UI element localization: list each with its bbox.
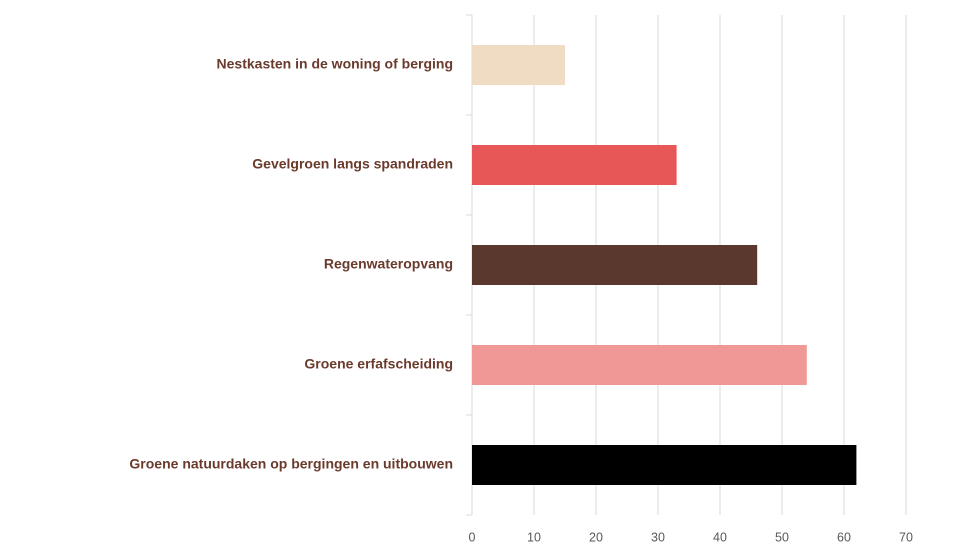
category-label: Gevelgroen langs spandraden	[252, 156, 453, 172]
x-tick-label: 20	[589, 530, 603, 544]
x-tick-label: 0	[469, 530, 476, 544]
x-tick-label: 60	[837, 530, 851, 544]
bar	[472, 345, 807, 385]
category-label: Nestkasten in de woning of berging	[217, 56, 453, 72]
x-tick-label: 70	[899, 530, 913, 544]
x-tick-label: 40	[713, 530, 727, 544]
bar	[472, 145, 677, 185]
bar	[472, 245, 758, 285]
category-label: Regenwateropvang	[324, 256, 453, 272]
bar	[472, 45, 565, 85]
category-label: Groene erfafscheiding	[304, 356, 453, 372]
x-tick-label: 10	[527, 530, 541, 544]
x-tick-label: 30	[651, 530, 665, 544]
bar	[472, 445, 857, 485]
x-tick-label: 50	[775, 530, 789, 544]
category-label: Groene natuurdaken op bergingen en uitbo…	[129, 456, 453, 472]
